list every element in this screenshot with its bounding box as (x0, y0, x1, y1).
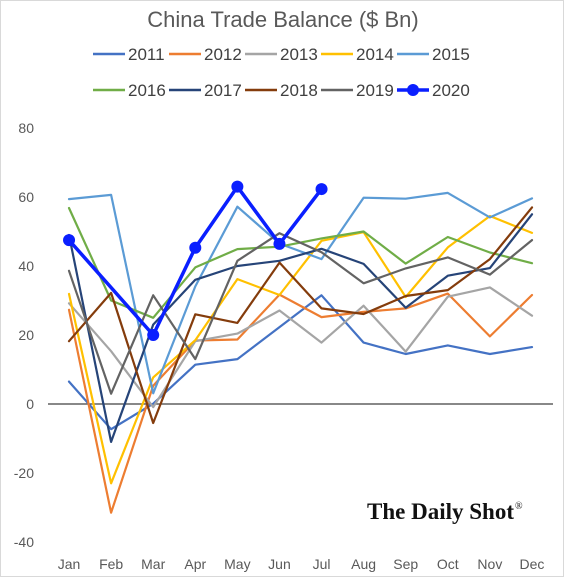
x-tick-label: Jan (58, 556, 81, 572)
series-line-2012 (67, 292, 534, 514)
x-tick-label: Nov (477, 556, 502, 572)
y-tick-label: 80 (18, 120, 34, 136)
data-point-2020 (315, 183, 328, 196)
legend-label: 2012 (204, 45, 242, 64)
data-point-2020 (189, 241, 202, 254)
series-line-2018 (67, 206, 534, 425)
y-tick-label: 40 (18, 258, 34, 274)
legend-label: 2020 (432, 81, 470, 100)
series-line-2014 (67, 214, 534, 485)
x-tick-label: May (224, 556, 250, 572)
data-point-2020 (231, 180, 244, 193)
plot-area (63, 180, 534, 514)
series-line-2019 (67, 232, 534, 395)
legend: 2011 2012 2013 2014 2015 2016 2017 2018 2019 2020 (93, 45, 470, 100)
x-tick-label: Jun (268, 556, 291, 572)
data-point-2020 (147, 329, 160, 341)
legend-item-2019: 2019 (321, 81, 394, 100)
legend-label: 2011 (128, 45, 165, 64)
x-tick-label: Apr (184, 556, 206, 572)
x-tick-label: Jul (313, 556, 331, 572)
data-point-2020 (273, 237, 286, 250)
legend-label: 2018 (280, 81, 318, 100)
x-tick-label: Feb (99, 556, 123, 572)
chart-title: China Trade Balance ($ Bn) (147, 7, 419, 32)
data-point-2020 (63, 234, 76, 247)
legend-marker (407, 84, 419, 96)
series-line-2017 (67, 213, 534, 443)
x-axis: Jan Feb Mar Apr May Jun Jul Aug Sep Oct Nov Dec (48, 403, 553, 572)
legend-item-2018: 2018 (245, 81, 318, 100)
series-line-2020 (67, 184, 324, 337)
y-axis: 80 60 40 20 0 -20 -40 (14, 120, 34, 550)
x-tick-label: Aug (351, 556, 376, 572)
legend-item-2011: 2011 (93, 45, 165, 64)
y-tick-label: 20 (18, 327, 34, 343)
branding: The Daily Shot ® (367, 499, 523, 524)
legend-item-2012: 2012 (169, 45, 242, 64)
legend-label: 2017 (204, 81, 242, 100)
legend-item-2016: 2016 (93, 81, 166, 100)
legend-label: 2015 (432, 45, 470, 64)
legend-label: 2014 (356, 45, 394, 64)
legend-label: 2016 (128, 81, 166, 100)
y-tick-label: -20 (14, 465, 34, 481)
legend-item-2015: 2015 (397, 45, 470, 64)
legend-item-2017: 2017 (169, 81, 242, 100)
legend-item-2020: 2020 (397, 81, 470, 100)
y-tick-label: 0 (26, 396, 34, 412)
y-tick-label: 60 (18, 189, 34, 205)
legend-item-2013: 2013 (245, 45, 318, 64)
legend-item-2014: 2014 (321, 45, 394, 64)
series-line-2015 (67, 191, 534, 395)
x-tick-label: Sep (393, 556, 418, 572)
x-tick-label: Mar (141, 556, 165, 572)
series-line-2011 (67, 294, 534, 431)
brand-name: The Daily Shot (367, 499, 514, 524)
x-tick-label: Oct (437, 556, 459, 572)
x-tick-label: Dec (520, 556, 545, 572)
y-tick-label: -40 (14, 534, 34, 550)
legend-label: 2019 (356, 81, 394, 100)
legend-label: 2013 (280, 45, 318, 64)
brand-registered-mark: ® (515, 501, 523, 512)
